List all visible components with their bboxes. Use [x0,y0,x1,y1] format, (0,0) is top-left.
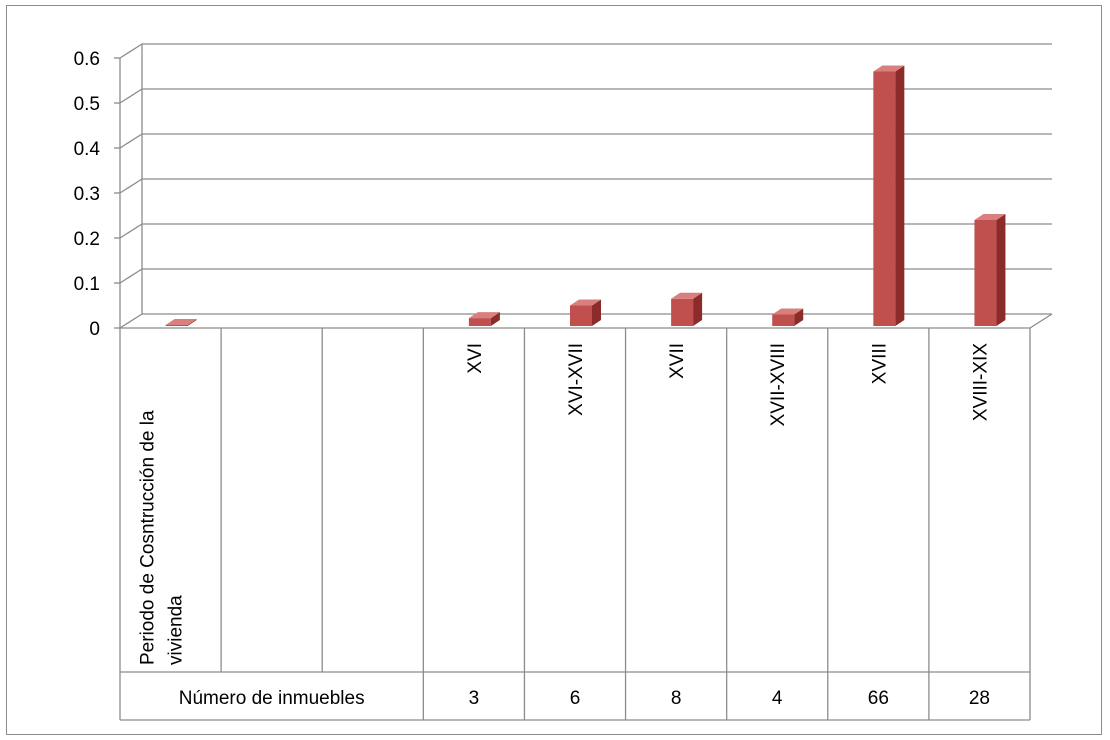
table-cell: 8 [671,688,682,709]
y-tick-label: 0.5 [74,94,100,115]
table-cell: 4 [772,688,783,709]
y-tick-label: 0.1 [74,274,100,295]
gridline-depth [119,133,143,149]
bar-8 [974,220,997,326]
bar-side-8 [996,214,1006,326]
category-label: XVIII [869,343,890,384]
bar-side-7 [895,65,905,326]
bar-top-4 [570,299,601,306]
bar-4 [570,305,592,326]
category-label: XVI-XVII [566,343,587,416]
table-cell: 66 [868,688,889,709]
gridline-depth [119,178,143,194]
category-label: vivienda [166,595,187,665]
y-tick-label: 0.2 [74,229,100,250]
table-cell: 28 [969,688,990,709]
y-tick-label: 0.6 [74,49,100,70]
category-label: XVIII-XIX [970,343,991,421]
bar-side-0 [187,319,197,326]
y-tick-label: 0 [89,319,100,340]
gridline-depth [119,88,143,104]
bar-top-7 [873,65,905,72]
category-label: XVII [667,343,688,379]
bar-side-4 [592,299,601,326]
bar-top-6 [772,308,804,315]
gridline-depth [119,268,143,284]
bar-3 [468,318,491,326]
bar-0 [165,325,188,326]
bar-6 [772,314,795,326]
bar-top-0 [165,319,197,325]
table-cell: 3 [469,688,480,709]
table-cell: 6 [570,688,581,709]
category-label-group-0: Periodo de Cosntrucción de la vivienda [138,410,187,665]
bar-side-6 [794,308,804,326]
floor-right-edge [1029,313,1053,329]
bar-top-3 [468,312,500,319]
bar-top-8 [974,214,1006,220]
chart-frame [6,5,1102,735]
gridline-depth [119,43,143,59]
gridline-depth [119,223,143,239]
gridline-depth [119,313,143,329]
bar-side-5 [693,292,703,326]
bar-top-5 [671,292,703,299]
bar-5 [671,298,694,326]
category-label: Periodo de Cosntrucción de la [138,410,159,665]
table-row-label: Número de inmuebles [179,688,365,709]
bar-7 [873,71,896,326]
bar-side-3 [490,312,500,326]
category-label: XVI [465,343,486,374]
y-tick-label: 0.4 [74,139,101,160]
y-tick-label: 0.3 [74,184,100,205]
category-label: XVII-XVIII [768,343,789,426]
